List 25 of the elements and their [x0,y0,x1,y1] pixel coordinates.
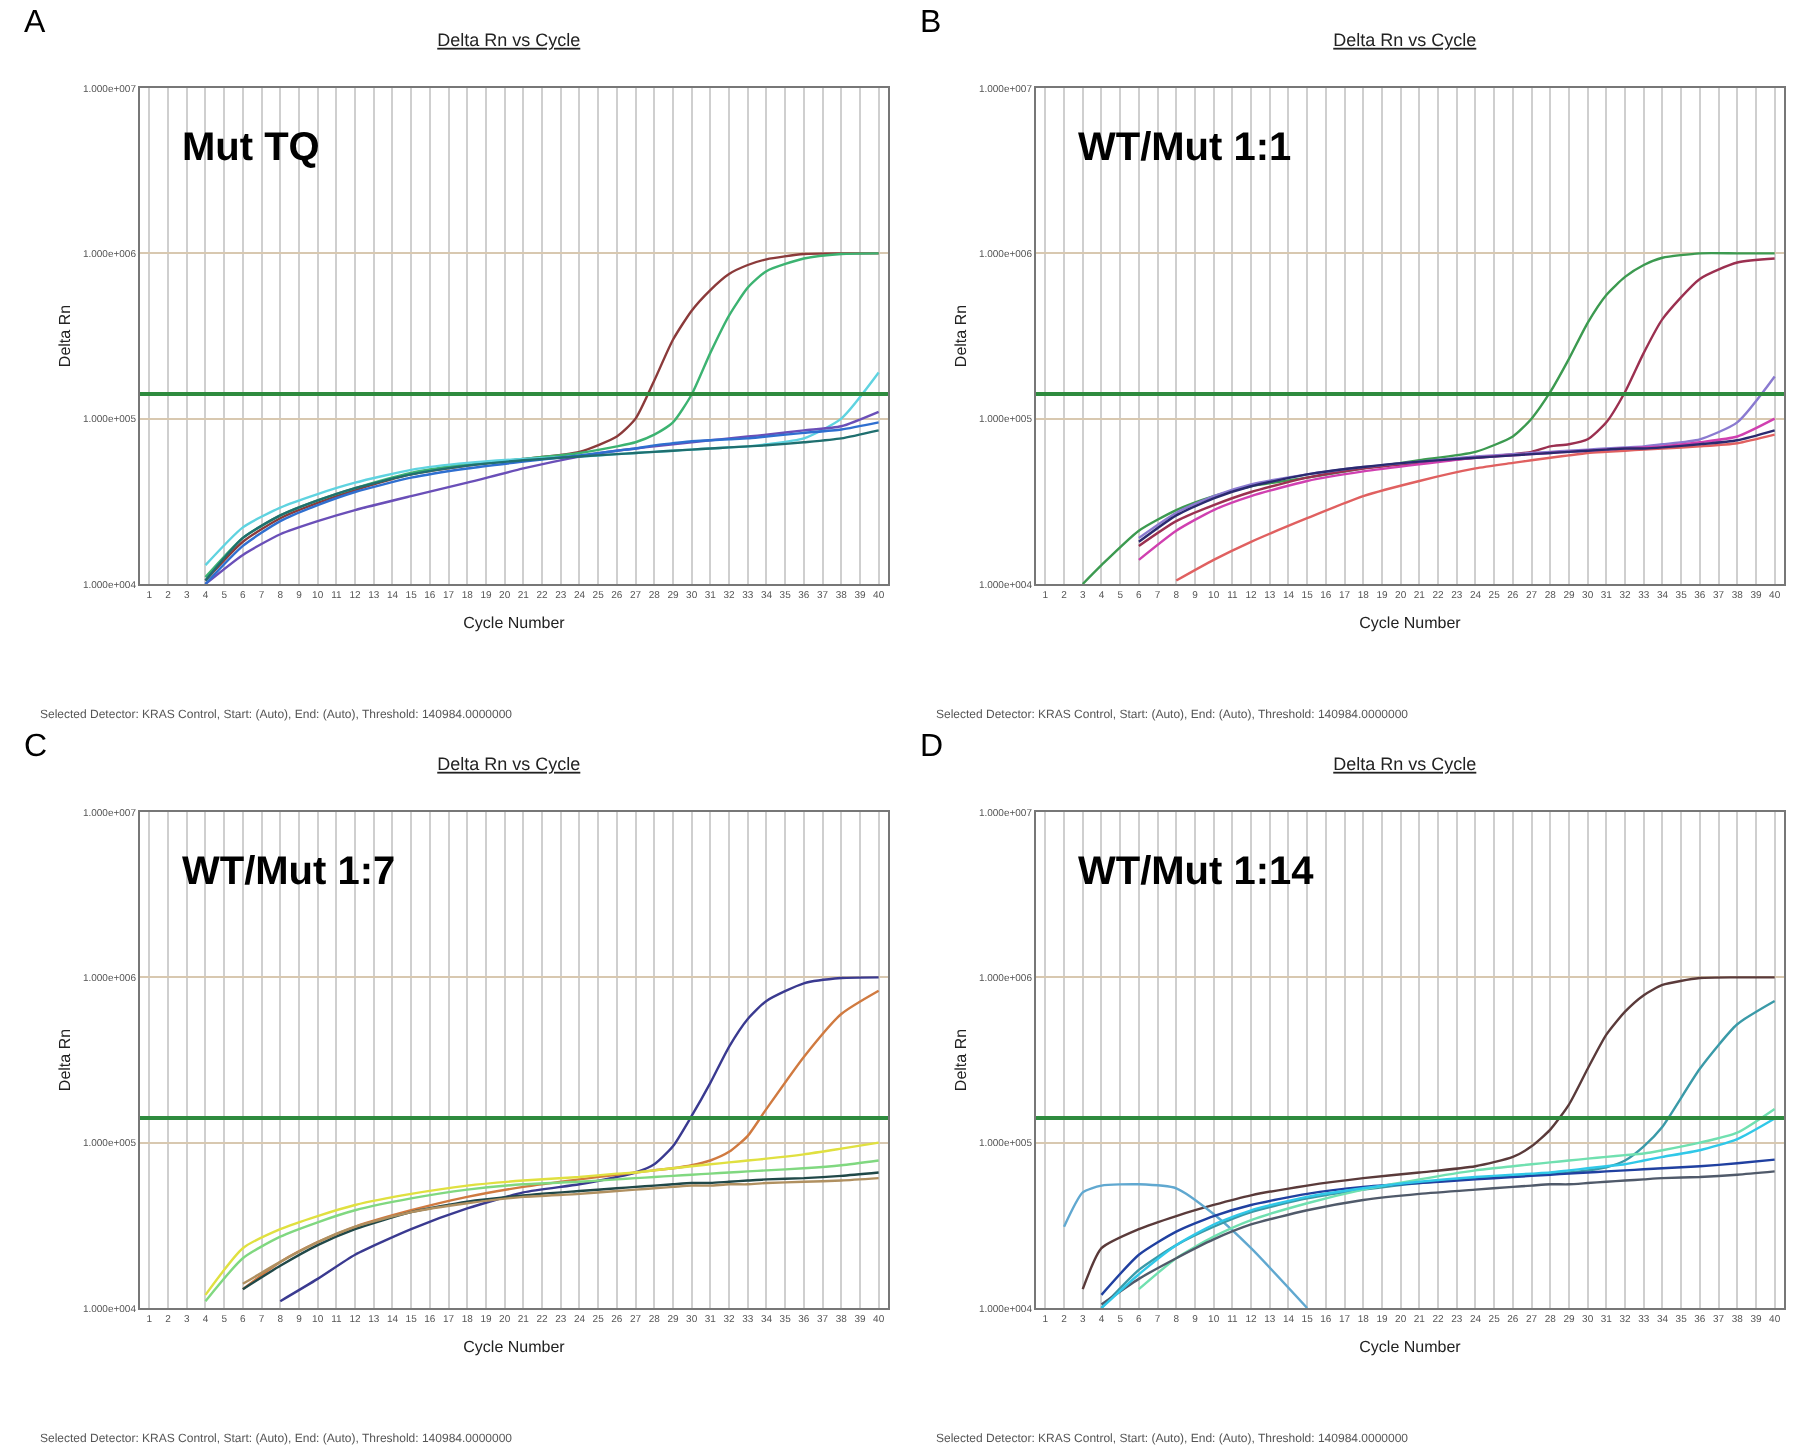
chart-title: Delta Rn vs Cycle [1333,29,1477,50]
line-series [1137,429,1776,543]
y-axis-title: Delta Rn [56,1028,75,1092]
line-series [1137,1107,1776,1291]
text: A [24,6,46,40]
y-axis-title: Delta Rn [952,1028,971,1092]
annotation: WT/Mut 1:7 [182,850,396,894]
line-series [1175,433,1776,582]
x-axis-title: Cycle Number [1359,1338,1462,1357]
annotation: WT/Mut 1:14 [1078,850,1316,894]
line-series [1062,1183,1309,1308]
line-series [1100,1117,1776,1308]
chart-title: Delta Rn vs Cycle [437,753,581,774]
chart-title: Delta Rn vs Cycle [437,29,581,50]
text: D [920,730,944,764]
x-axis-title: Cycle Number [1359,614,1462,633]
annotation: WT/Mut 1:1 [1078,126,1292,170]
text: C [24,730,48,764]
y-axis-title: Delta Rn [56,304,75,368]
text: B [920,6,942,40]
annotation: Mut TQ [182,126,320,170]
y-axis-title: Delta Rn [952,304,971,368]
x-axis-title: Cycle Number [463,1338,566,1357]
chart-title: Delta Rn vs Cycle [1333,753,1477,774]
x-axis-title: Cycle Number [463,614,566,633]
